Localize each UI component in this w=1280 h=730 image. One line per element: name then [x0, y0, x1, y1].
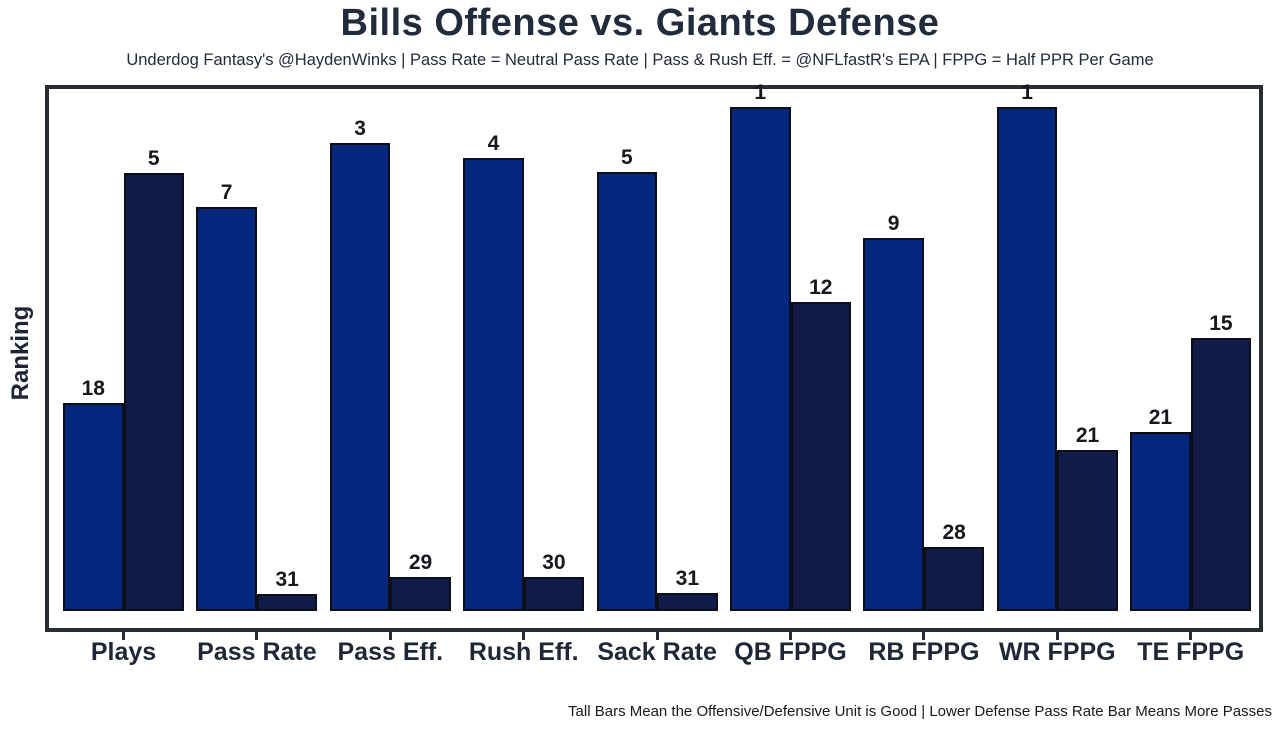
offense-bar	[730, 107, 791, 611]
bar-value-label: 29	[408, 551, 433, 574]
bar-value-label: 5	[621, 146, 633, 169]
bar-value-label: 15	[1209, 312, 1233, 335]
defense-bar	[523, 577, 585, 611]
bar-value-label: 21	[1148, 406, 1173, 429]
defense-bar	[923, 547, 985, 611]
defense-bar	[1057, 450, 1118, 611]
x-axis-tick	[122, 632, 125, 640]
x-axis-category-label: QB FPPG	[734, 638, 847, 666]
y-axis-label: Ranking	[7, 305, 34, 401]
bar-value-label: 18	[81, 377, 105, 400]
bar-value-label: 28	[942, 521, 966, 544]
chart-title: Bills Offense vs. Giants Defense	[340, 2, 940, 44]
x-axis-tick	[922, 632, 926, 640]
offense-bar	[996, 107, 1058, 611]
x-axis-category-label: RB FPPG	[868, 638, 980, 666]
footnote: Tall Bars Mean the Offensive/Defensive U…	[568, 703, 1272, 720]
x-axis-tick	[522, 632, 526, 640]
offense-bar	[63, 403, 124, 611]
x-axis-category-label: Pass Rate	[197, 638, 317, 666]
bar-value-label: 12	[809, 276, 833, 299]
bar-value-label: 5	[147, 147, 160, 170]
bar-value-label: 31	[275, 568, 299, 591]
x-axis-category-label: TE FPPG	[1137, 638, 1245, 666]
bar-value-label: 1	[754, 81, 767, 104]
offense-bar	[596, 172, 658, 611]
offense-bar	[1130, 432, 1191, 611]
x-axis-tick	[655, 632, 659, 640]
bar-value-label: 1	[1021, 81, 1033, 104]
bar-value-label: 30	[542, 551, 566, 574]
defense-bar	[123, 173, 184, 611]
bar-value-label: 7	[220, 181, 233, 204]
defense-bar	[256, 594, 318, 611]
x-axis-category-label: WR FPPG	[998, 638, 1116, 666]
x-axis-tick	[1189, 632, 1193, 640]
bar-value-label: 4	[487, 132, 500, 155]
offense-bar	[196, 207, 257, 611]
defense-bar	[657, 593, 718, 611]
bar-value-label: 31	[675, 567, 700, 590]
chart-subtitle: Underdog Fantasy's @HaydenWinks | Pass R…	[126, 51, 1154, 69]
bar-value-label: 21	[1075, 424, 1100, 447]
offense-bar	[863, 238, 924, 611]
x-axis-category-label: Plays	[90, 638, 157, 666]
x-axis-tick	[789, 632, 792, 640]
x-axis-tick	[388, 632, 392, 640]
x-axis-tick	[1055, 632, 1059, 640]
bar-value-label: 9	[887, 212, 900, 235]
defense-bar	[790, 302, 851, 611]
x-axis-category-label: Rush Eff.	[468, 638, 579, 666]
bar-value-label: 3	[354, 117, 366, 140]
plot-area: 18 5 7 31 3 29 4 30 5 31 1 12 9 28 1 21 21 15	[45, 81, 1263, 632]
offense-bar	[463, 158, 524, 611]
defense-bar	[390, 577, 451, 611]
x-axis-tick	[255, 632, 259, 640]
x-axis-category-label: Pass Eff.	[337, 638, 444, 666]
x-axis-category-label: Sack Rate	[597, 638, 717, 666]
offense-bar	[329, 143, 391, 611]
defense-bar	[1190, 338, 1252, 611]
